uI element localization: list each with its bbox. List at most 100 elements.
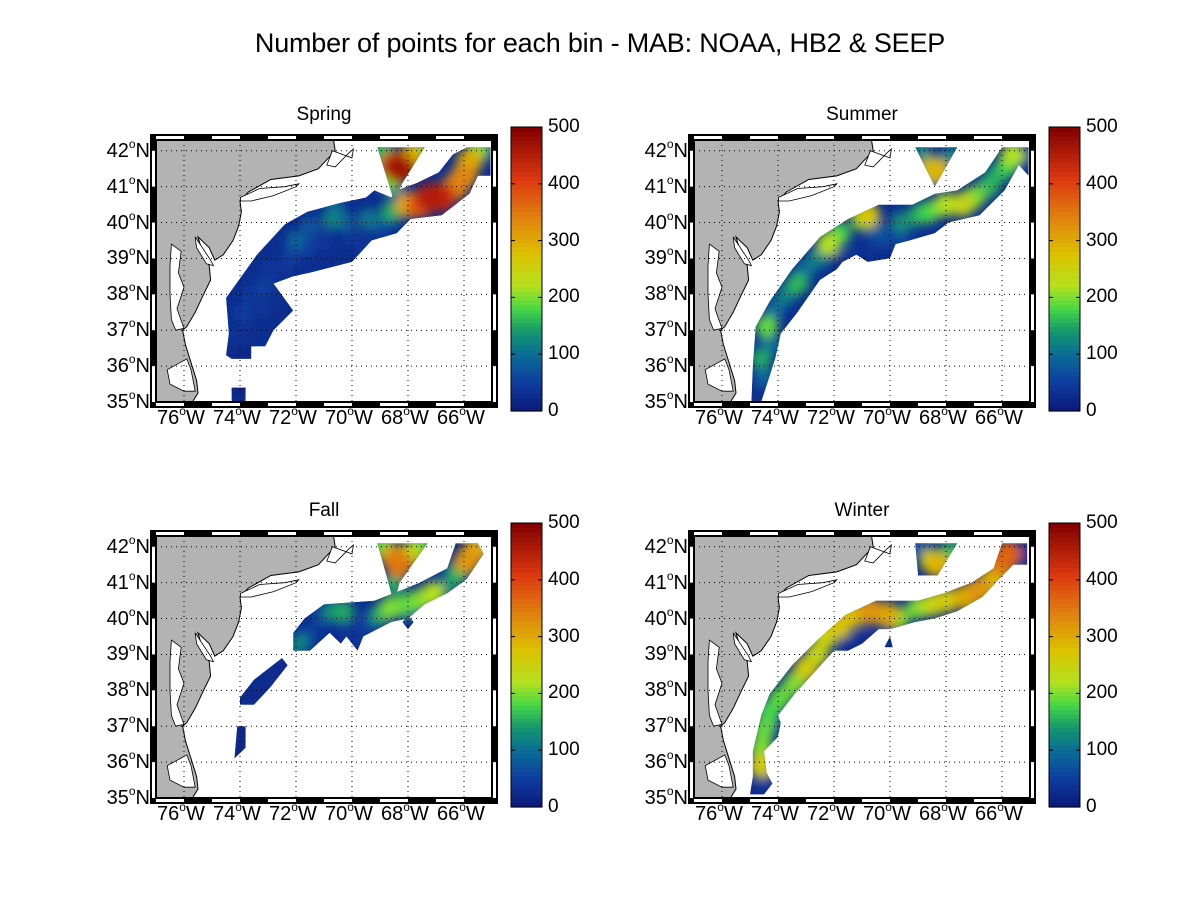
hemisphere-letter: W [185, 407, 205, 429]
colorbar-swatch [511, 571, 542, 577]
colorbar-swatch [511, 678, 542, 684]
colorbar-swatch [511, 784, 542, 790]
hemisphere-letter: N [673, 391, 688, 413]
colorbar-swatch [1049, 362, 1080, 368]
colorbar-swatch [511, 713, 542, 719]
tick-value: 68 [381, 407, 404, 429]
heatmap-bin [252, 299, 272, 319]
y-tick-label: 39oN [90, 641, 150, 666]
y-tick-label: 35oN [628, 785, 688, 808]
tick-value: 76 [157, 407, 180, 429]
heatmap-bin [280, 248, 301, 269]
degree-symbol: o [459, 404, 466, 418]
tick-value: 35 [106, 391, 129, 413]
x-tick-label: 72oW [269, 801, 317, 824]
land-mass [156, 536, 336, 798]
tick-value: 38 [644, 679, 667, 702]
colorbar-tick-label: 200 [1086, 682, 1118, 704]
colorbar-swatch [511, 758, 542, 764]
colorbar-swatch [511, 718, 542, 724]
degree-symbol: o [235, 404, 242, 418]
colorbar-swatch [1049, 144, 1080, 150]
y-tick-label: 36oN [628, 749, 688, 772]
colorbar-tick-label: 200 [548, 286, 580, 308]
colorbar-swatch [1049, 540, 1080, 546]
colorbar-swatch [1049, 678, 1080, 684]
long-island-sound [240, 579, 300, 598]
tick-value: 76 [157, 803, 180, 825]
heatmap-bin [838, 634, 858, 654]
tick-value: 37 [106, 319, 129, 342]
long-island-sound [778, 579, 838, 598]
colorbar-swatch [1049, 638, 1080, 644]
hemisphere-letter: W [891, 803, 911, 825]
heatmap-bin [751, 348, 773, 370]
degree-symbol: o [235, 800, 242, 814]
delaware-bay [194, 236, 215, 267]
delaware-bay [732, 236, 753, 267]
degree-symbol: o [666, 388, 674, 402]
x-tick-label: 70oW [325, 801, 373, 824]
hemisphere-letter: W [465, 803, 485, 825]
tick-value: 41 [106, 175, 129, 198]
colorbar-swatch [511, 780, 542, 786]
tick-value: 39 [644, 643, 667, 666]
subplot-title: Summer [826, 104, 898, 125]
x-tick-label: 66oW [975, 801, 1023, 824]
colorbar-swatch [511, 749, 542, 755]
hemisphere-letter: W [465, 407, 485, 429]
colorbar-swatch [511, 545, 542, 551]
colorbar-swatch [1049, 397, 1080, 403]
degree-symbol: o [128, 172, 136, 187]
colorbar-swatch [1049, 722, 1080, 728]
hemisphere-letter: N [135, 787, 150, 809]
colorbar-tick-label: 0 [548, 400, 559, 421]
colorbar-swatch [511, 611, 542, 617]
x-tick-label: 68oW [919, 801, 967, 824]
colorbar-swatch [1049, 616, 1080, 622]
colorbar-tick-label: 100 [548, 739, 580, 761]
colorbar-swatch [1049, 149, 1080, 155]
colorbar-swatch [1049, 229, 1080, 235]
colorbar-swatch [511, 362, 542, 368]
colorbar-swatch [511, 353, 542, 359]
degree-symbol: o [666, 784, 674, 798]
x-tick-label: 72oW [807, 801, 855, 824]
colorbar-swatch [1049, 594, 1080, 600]
colorbar-swatch [1049, 647, 1080, 653]
y-tick-label: 35oN [628, 389, 688, 413]
colorbar-swatch [1049, 771, 1080, 777]
pamlico-sound [704, 358, 734, 392]
colorbar-swatch [511, 237, 542, 243]
colorbar-swatch [1049, 696, 1080, 702]
tick-value: 41 [644, 571, 667, 594]
x-tick-label: 74oW [213, 801, 261, 824]
colorbar-swatch [1049, 762, 1080, 768]
degree-symbol: o [128, 784, 136, 798]
colorbar-tick-label: 400 [1086, 172, 1118, 194]
colorbar-swatch [1049, 740, 1080, 746]
colorbar-tick-label: 0 [1086, 796, 1097, 817]
colorbar-swatch [511, 393, 542, 399]
colorbar-swatch [511, 220, 542, 226]
degree-symbol: o [179, 404, 186, 418]
tick-value: 70 [863, 407, 886, 429]
colorbar-swatch [511, 282, 542, 288]
hemisphere-letter: N [135, 643, 150, 666]
colorbar-tick-label: 400 [1086, 568, 1118, 590]
heatmap-bin [227, 327, 247, 347]
colorbar-swatch [1049, 184, 1080, 190]
colorbar-swatch [511, 558, 542, 564]
hemisphere-letter: N [673, 319, 688, 342]
degree-symbol: o [885, 800, 892, 814]
x-tick-label: 74oW [751, 405, 799, 428]
colorbar-swatch [1049, 224, 1080, 230]
colorbar-swatch [1049, 388, 1080, 394]
colorbar-swatch [1049, 344, 1080, 350]
x-tick-label: 76oW [157, 801, 205, 825]
y-tick-label: 42oN [90, 138, 150, 161]
degree-symbol: o [128, 532, 136, 547]
hemisphere-letter: W [241, 407, 261, 429]
degree-symbol: o [885, 404, 892, 418]
colorbar-swatch [1049, 295, 1080, 301]
